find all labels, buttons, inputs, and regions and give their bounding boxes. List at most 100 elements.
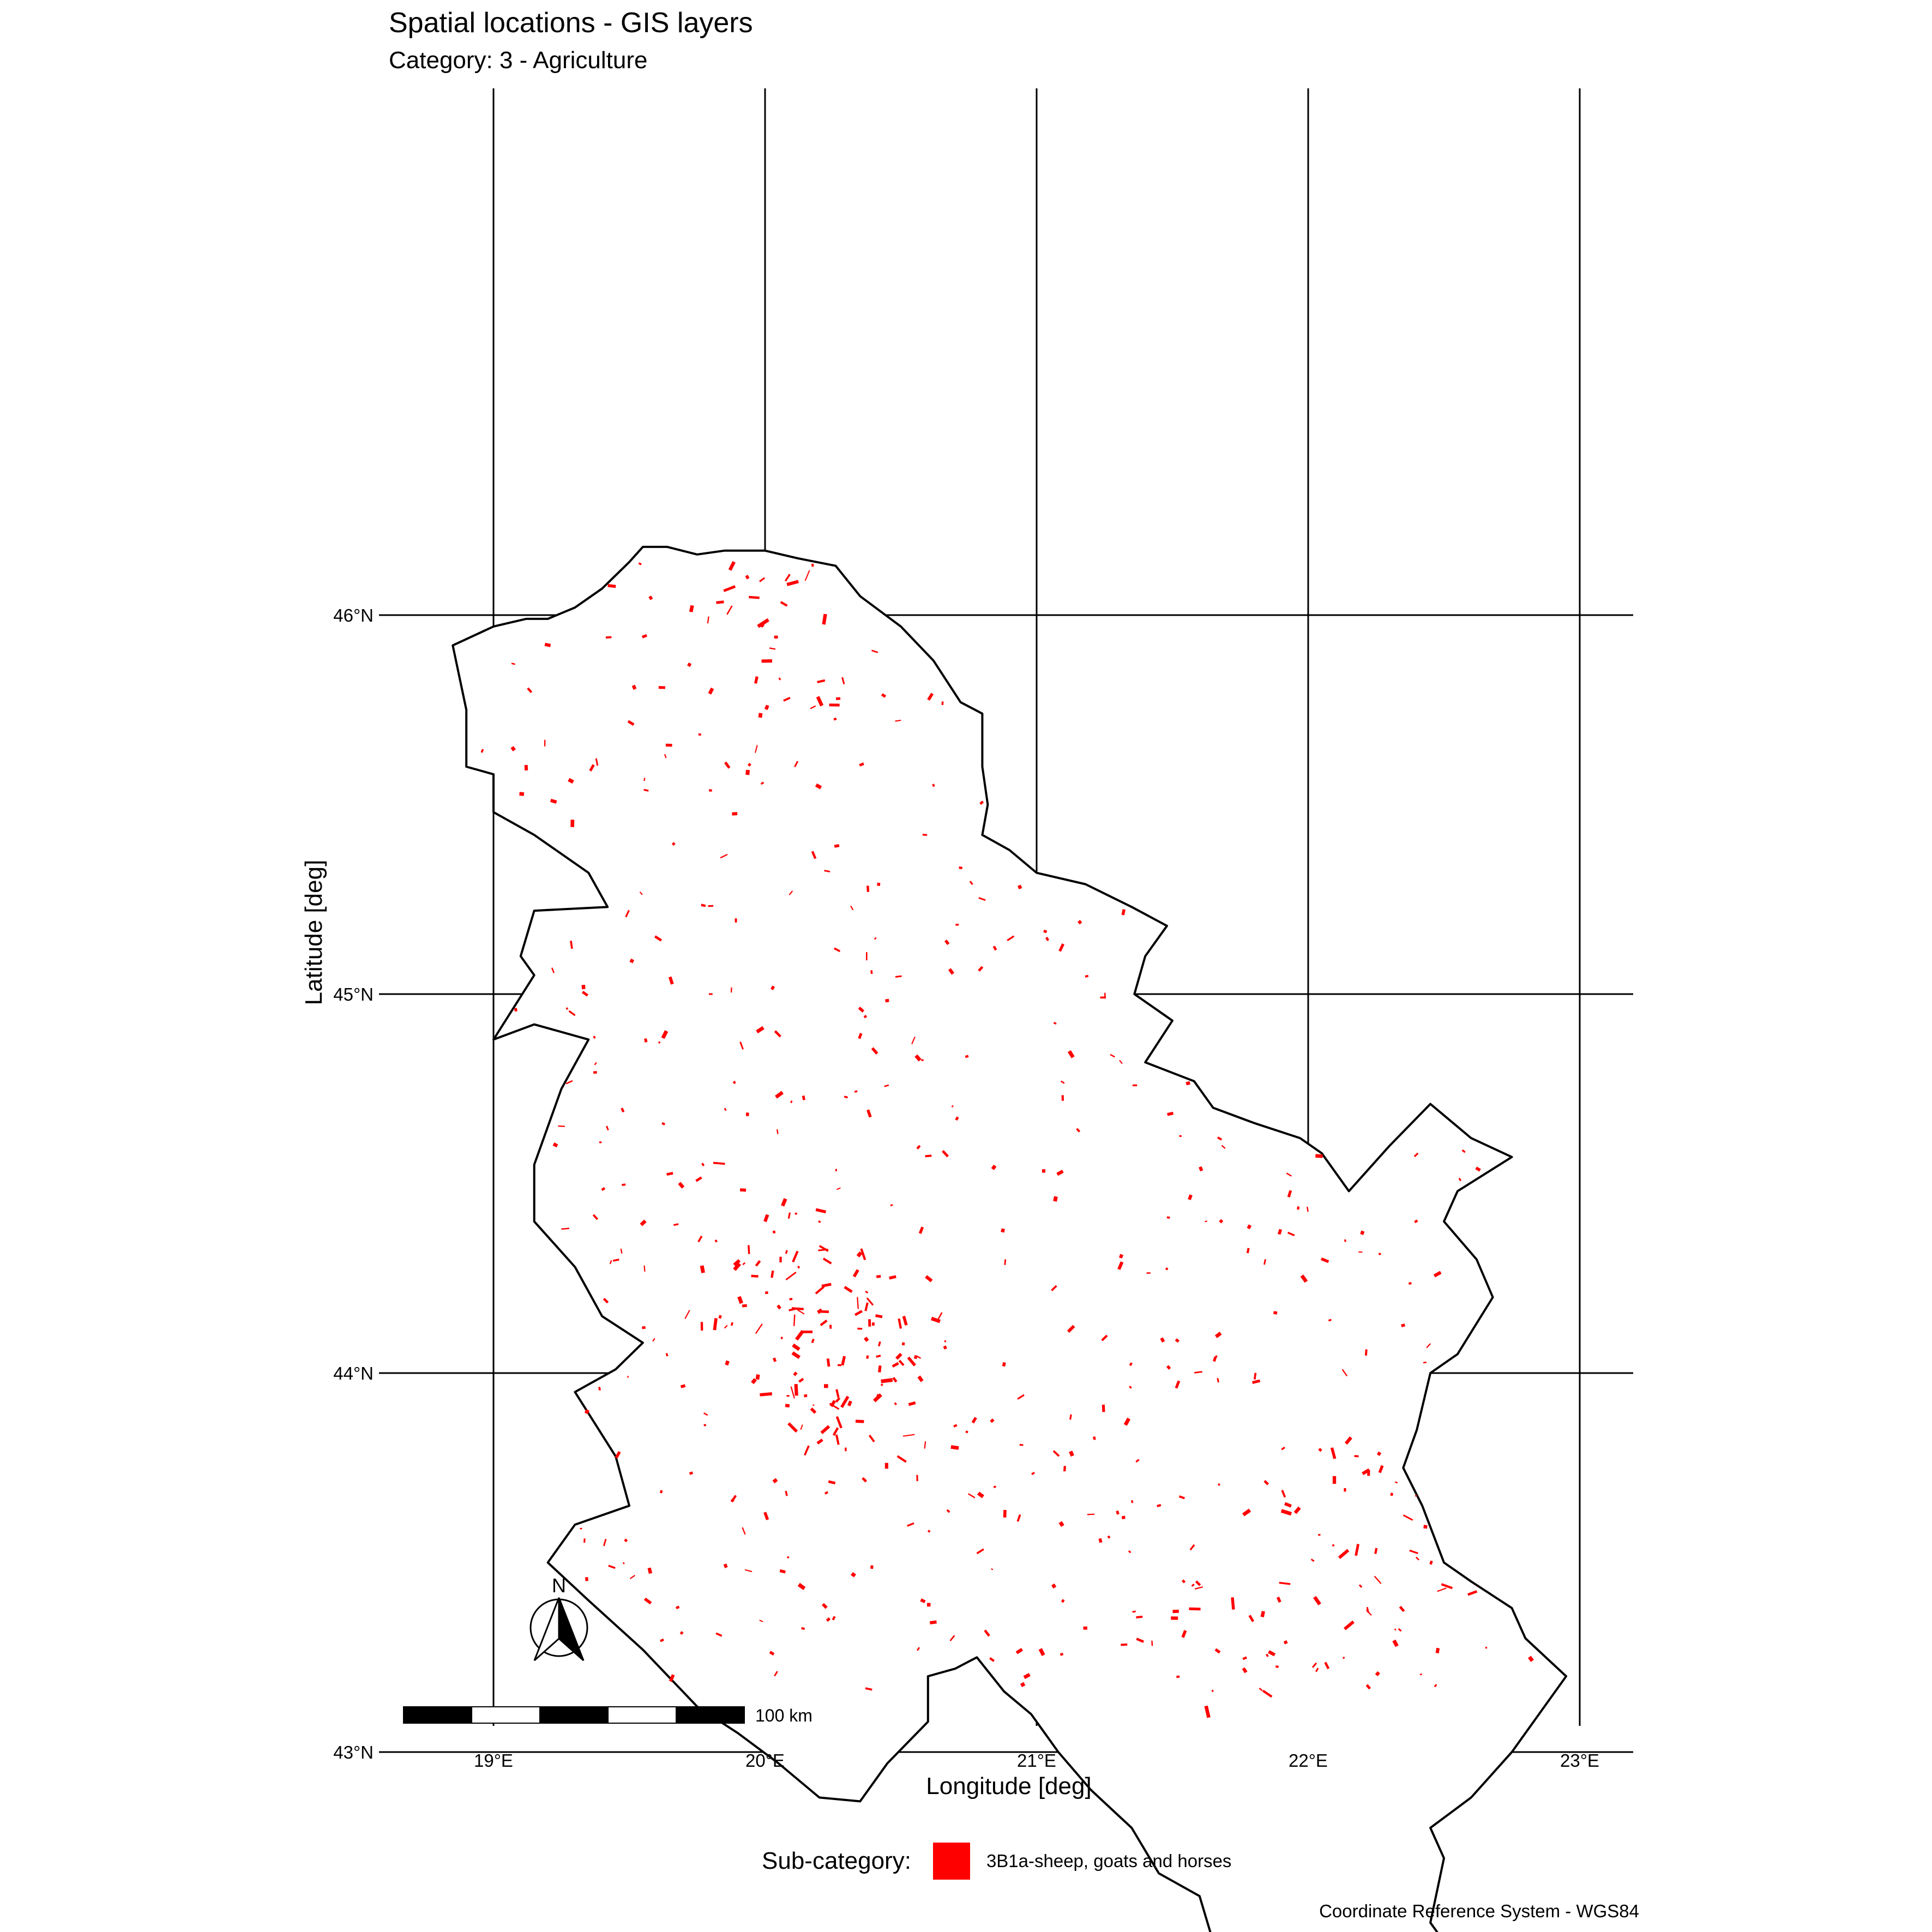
feature-parcel (895, 719, 901, 722)
feature-parcel (815, 1286, 825, 1295)
feature-parcel (874, 937, 877, 940)
feature-parcel (771, 1270, 774, 1278)
feature-parcel (698, 733, 701, 736)
feature-parcel (638, 562, 642, 565)
feature-parcel (1212, 1689, 1214, 1692)
feature-parcel (925, 1154, 932, 1158)
feature-parcel (703, 1424, 706, 1427)
feature-parcel (892, 1377, 898, 1383)
feature-parcel (885, 998, 889, 1003)
feature-parcel (1437, 1587, 1447, 1592)
feature-parcel (1119, 1060, 1123, 1064)
feature-parcel (774, 1030, 781, 1038)
feature-parcel (726, 605, 733, 615)
feature-parcel (1110, 1054, 1115, 1058)
feature-parcel (1098, 1538, 1103, 1543)
feature-parcel (877, 1341, 881, 1347)
feature-parcel (786, 1395, 790, 1397)
feature-parcel (875, 1314, 883, 1319)
feature-parcel (1060, 1080, 1065, 1084)
feature-parcel (1217, 1378, 1219, 1383)
feature-parcel (817, 679, 826, 683)
feature-parcel (1178, 1495, 1185, 1500)
feature-parcel (1332, 1476, 1337, 1484)
feature-parcel (606, 1126, 609, 1131)
feature-parcel (784, 574, 791, 582)
feature-parcel (641, 634, 647, 639)
feature-parcel (932, 784, 935, 787)
feature-parcel (1053, 1021, 1057, 1025)
feature-parcel (700, 1265, 705, 1273)
feature-parcel (1355, 1544, 1359, 1556)
feature-parcel (720, 853, 728, 859)
feature-parcel (1433, 1271, 1442, 1278)
feature-parcel (1219, 1219, 1224, 1224)
feature-parcel (680, 1384, 686, 1388)
feature-parcel (1132, 1610, 1136, 1613)
feature-parcel (1003, 1509, 1007, 1518)
feature-parcel (990, 1418, 995, 1423)
country-boundary (452, 545, 1568, 1932)
feature-parcel (898, 1359, 905, 1367)
feature-parcel (951, 1105, 954, 1108)
feature-parcel (950, 1445, 959, 1450)
feature-parcel (774, 1671, 778, 1677)
feature-parcel (822, 1603, 828, 1609)
feature-parcel (642, 1326, 646, 1329)
feature-parcel (1129, 1386, 1132, 1389)
feature-parcel (811, 851, 817, 859)
feature-parcel (989, 1657, 995, 1662)
feature-parcel (1318, 1448, 1322, 1452)
feature-parcel (1324, 1662, 1330, 1670)
feature-parcel (1414, 1219, 1418, 1224)
feature-parcel (661, 1122, 666, 1126)
feature-parcel (786, 580, 799, 586)
feature-parcel (866, 1355, 869, 1359)
feature-parcel (1194, 1371, 1202, 1374)
feature-parcel (1313, 1596, 1321, 1605)
scale-segment (539, 1706, 609, 1724)
legend-swatch (932, 1843, 970, 1880)
feature-parcel (1260, 1611, 1265, 1617)
feature-parcel (835, 1389, 840, 1398)
feature-parcel (1441, 1583, 1453, 1590)
feature-parcel (780, 601, 788, 607)
north-arrow-label: N (552, 1574, 566, 1597)
feature-parcel (723, 585, 736, 592)
feature-parcel (755, 1323, 763, 1334)
feature-parcel (844, 1096, 848, 1099)
feature-parcel (907, 1522, 914, 1527)
feature-parcel (584, 1409, 589, 1415)
feature-parcel (1287, 1190, 1292, 1198)
feature-parcel (777, 1304, 781, 1310)
feature-parcel (1317, 1533, 1321, 1536)
feature-parcel (863, 1014, 868, 1019)
feature-parcel (1248, 1615, 1255, 1622)
feature-parcel (760, 623, 765, 628)
feature-parcel (1394, 1628, 1397, 1631)
feature-parcel (1135, 1459, 1140, 1463)
feature-parcel (826, 1358, 830, 1367)
feature-parcel (1157, 1503, 1161, 1508)
feature-parcel (1213, 1356, 1217, 1362)
feature-parcel (661, 1030, 669, 1039)
feature-parcel (631, 684, 637, 690)
feature-parcel (687, 663, 692, 667)
feature-parcel (1182, 1579, 1186, 1584)
feature-parcel (847, 1400, 852, 1407)
feature-parcel (833, 717, 837, 721)
feature-parcel (991, 1164, 997, 1170)
feature-parcel (859, 762, 864, 767)
feature-parcel (769, 647, 776, 650)
feature-parcel (991, 1568, 994, 1570)
feature-parcel (771, 985, 775, 990)
feature-parcel (797, 1309, 805, 1315)
feature-parcel (794, 1384, 798, 1396)
feature-parcel (581, 991, 589, 997)
feature-parcel (835, 1434, 840, 1445)
feature-parcel (658, 1041, 661, 1044)
feature-parcel (751, 1378, 757, 1385)
feature-parcel (607, 583, 616, 588)
feature-parcel (1146, 1272, 1151, 1274)
feature-parcel (925, 1275, 933, 1283)
